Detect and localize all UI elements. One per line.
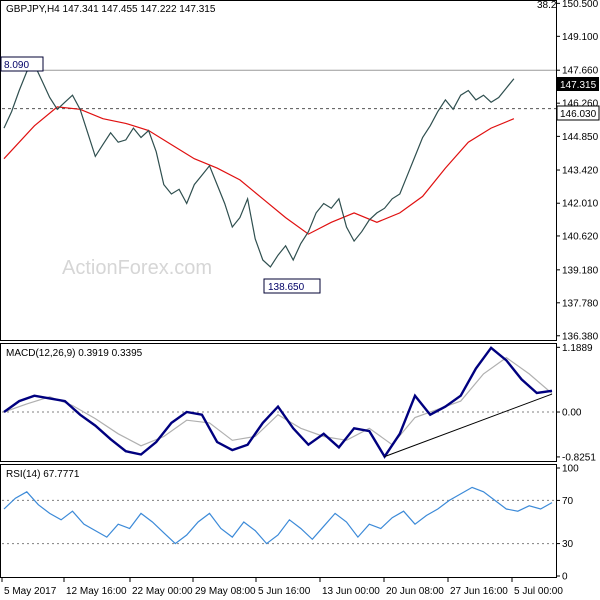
- x-tick-label: 29 May 08:00: [195, 586, 256, 597]
- price-tick-label: 137.780: [562, 298, 599, 309]
- x-tick-label: 22 May 00:00: [132, 586, 193, 597]
- x-tick-label: 20 Jun 08:00: [386, 586, 444, 597]
- rsi-header: RSI(14) 67.7771: [6, 469, 80, 480]
- level-tag: 146.030: [557, 106, 599, 120]
- high-label: 8.090: [4, 60, 29, 71]
- price-tick-label: 139.180: [562, 265, 599, 276]
- price-tick-label: 140.620: [562, 231, 599, 242]
- macd-tick-label: 1.1889: [562, 343, 593, 354]
- rsi-tick-label: 0: [562, 572, 568, 583]
- price-tick-label: 147.660: [562, 66, 599, 77]
- low-label: 138.650: [268, 282, 305, 293]
- x-tick-label: 5 May 2017: [4, 586, 57, 597]
- top-corner-label: 38.2: [537, 0, 557, 11]
- price-header: GBPJPY,H4 147.341 147.455 147.222 147.31…: [6, 4, 216, 15]
- price-tick-label: 142.010: [562, 199, 599, 210]
- high-label-box: 8.090: [1, 57, 43, 71]
- low-label-box: 138.650: [264, 279, 320, 293]
- price-tick-label: 143.420: [562, 166, 599, 177]
- level-value: 146.030: [560, 109, 597, 120]
- x-tick-label: 5 Jun 16:00: [258, 586, 311, 597]
- x-tick-label: 12 May 16:00: [66, 586, 127, 597]
- x-tick-label: 5 Jul 00:00: [514, 586, 563, 597]
- price-tick-label: 149.100: [562, 32, 599, 43]
- macd-tick-label: -0.8251: [562, 452, 596, 463]
- last-price-value: 147.315: [560, 80, 597, 91]
- macd-panel-frame: [1, 344, 557, 462]
- price-tick-label: 136.380: [562, 331, 599, 342]
- price-tick-label: 150.500: [562, 0, 599, 10]
- macd-tick-label: 0.00: [562, 408, 582, 419]
- rsi-tick-label: 100: [562, 464, 579, 475]
- macd-header: MACD(12,26,9) 0.3919 0.3395: [6, 348, 143, 359]
- x-tick-label: 27 Jun 16:00: [450, 586, 508, 597]
- rsi-tick-label: 70: [562, 496, 574, 507]
- rsi-panel-frame: [1, 465, 557, 578]
- price-tick-label: 144.850: [562, 132, 599, 143]
- x-tick-label: 13 Jun 00:00: [322, 586, 380, 597]
- rsi-tick-label: 30: [562, 539, 574, 550]
- watermark: ActionForex.com: [62, 257, 212, 279]
- last-price-tag: 147.315: [557, 77, 599, 91]
